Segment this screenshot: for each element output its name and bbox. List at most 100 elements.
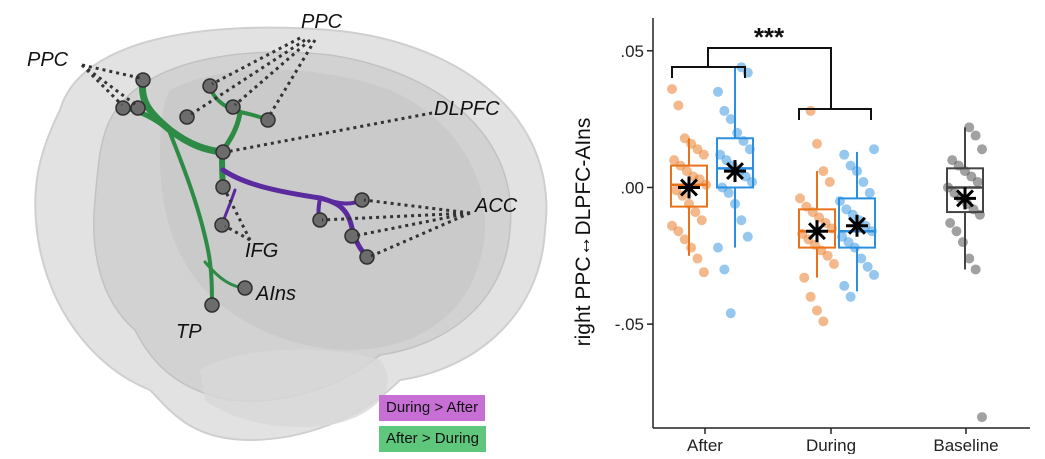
mean-marker bbox=[846, 214, 868, 237]
axes: .05 .00 -.05 After During Baseline bbox=[615, 18, 1030, 455]
data-point bbox=[822, 250, 833, 261]
node-ains bbox=[237, 280, 253, 296]
data-point bbox=[742, 231, 753, 242]
data-point bbox=[719, 264, 730, 275]
data-point bbox=[964, 253, 975, 264]
data-point bbox=[667, 84, 677, 95]
data-point bbox=[725, 308, 736, 319]
data-point bbox=[864, 187, 875, 198]
data-point bbox=[795, 193, 805, 204]
data-point bbox=[824, 177, 835, 187]
data-point bbox=[799, 272, 810, 283]
data-point bbox=[862, 261, 873, 272]
x-tick-label: During bbox=[806, 436, 856, 454]
box bbox=[716, 137, 754, 189]
data-point bbox=[812, 138, 822, 149]
data-point bbox=[698, 267, 709, 278]
significance-stars: *** bbox=[754, 22, 785, 52]
data-point bbox=[945, 218, 956, 228]
node-acc-2 bbox=[312, 212, 328, 228]
data-point bbox=[818, 316, 829, 327]
node-dlpfc bbox=[215, 144, 231, 160]
data-point bbox=[977, 144, 987, 155]
y-tick-label: .05 bbox=[620, 42, 644, 61]
data-point bbox=[858, 177, 869, 187]
significance-bracket: *** bbox=[671, 22, 872, 120]
node-acc-3 bbox=[344, 228, 360, 244]
data-point bbox=[869, 269, 879, 280]
label-tp: TP bbox=[176, 321, 202, 343]
data-point bbox=[713, 242, 723, 253]
brain-shell bbox=[34, 26, 548, 442]
y-tick-label: -.05 bbox=[615, 315, 644, 334]
data-point bbox=[951, 226, 962, 237]
data-point bbox=[957, 237, 968, 248]
data-point bbox=[698, 149, 709, 160]
data-point bbox=[839, 280, 850, 291]
brain-illustration: PPC PPC DLPFC ACC IFG AIns TP bbox=[27, 11, 548, 442]
label-dlpfc: DLPFC bbox=[434, 98, 500, 120]
box bbox=[838, 197, 876, 249]
label-ppc-left: PPC bbox=[27, 49, 69, 71]
x-tick-label: Baseline bbox=[933, 436, 998, 454]
data-point bbox=[970, 130, 981, 141]
y-tick-label: .00 bbox=[620, 178, 644, 197]
data-point bbox=[725, 114, 736, 125]
x-tick-label: After bbox=[687, 436, 723, 454]
data-point bbox=[845, 291, 856, 302]
node-ifg-1 bbox=[215, 179, 231, 195]
data-point bbox=[977, 412, 987, 423]
data-point bbox=[690, 207, 701, 218]
mean-marker bbox=[954, 187, 976, 210]
brain-figure: PPC PPC DLPFC ACC IFG AIns TP During > A… bbox=[27, 11, 548, 452]
node-ppc-top-4 bbox=[260, 112, 276, 128]
data-point bbox=[736, 215, 747, 226]
data-point bbox=[686, 242, 697, 253]
data-point bbox=[829, 259, 839, 269]
data-point bbox=[869, 144, 879, 155]
y-axis-label: right PPC↔DLPFC-AIns bbox=[572, 118, 595, 347]
legend-during-gt-after: During > After bbox=[379, 395, 486, 421]
boxplot-chart: right PPC↔DLPFC-AIns .05 .00 -.05 After Duri… bbox=[572, 18, 1030, 455]
mean-marker bbox=[678, 176, 700, 199]
box bbox=[798, 208, 836, 249]
node-ppc-top-2 bbox=[179, 109, 195, 125]
comparison-bracket bbox=[707, 47, 832, 109]
node-acc-4 bbox=[359, 249, 375, 265]
legend-after-gt-during: After > During bbox=[379, 426, 486, 452]
node-ppc-left-1 bbox=[135, 72, 151, 88]
mean-marker bbox=[806, 220, 828, 243]
node-ppc-top-1 bbox=[202, 78, 218, 94]
data-point bbox=[972, 177, 983, 187]
data-point bbox=[696, 215, 707, 226]
boxes bbox=[670, 67, 984, 292]
data-point bbox=[964, 122, 975, 133]
data-point bbox=[805, 105, 816, 116]
node-ppc-top-3 bbox=[225, 99, 241, 115]
mean-marker bbox=[724, 160, 746, 183]
data-point bbox=[812, 305, 822, 316]
data-point bbox=[692, 253, 703, 264]
data-point bbox=[856, 253, 867, 264]
label-ppc-top: PPC bbox=[301, 11, 343, 33]
node-ifg-2 bbox=[214, 217, 230, 233]
node-acc-1 bbox=[354, 192, 370, 208]
box bbox=[946, 167, 984, 214]
data-point bbox=[805, 291, 816, 302]
data-point bbox=[719, 105, 730, 116]
data-point bbox=[732, 127, 743, 138]
label-acc: ACC bbox=[474, 195, 518, 217]
leader-lines bbox=[80, 36, 471, 259]
data-point bbox=[970, 264, 981, 275]
node-tp bbox=[204, 297, 220, 313]
data-points bbox=[667, 62, 987, 423]
data-point bbox=[673, 226, 684, 237]
boxplot-panel: right PPC↔DLPFC-AIns .05 .00 -.05 After Duri… bbox=[560, 0, 1045, 455]
data-point bbox=[713, 86, 723, 97]
data-point bbox=[673, 100, 684, 111]
during-bracket bbox=[798, 108, 872, 120]
node-ppc-left-2 bbox=[115, 100, 131, 116]
label-ifg: IFG bbox=[245, 240, 278, 262]
data-point bbox=[818, 166, 829, 177]
box bbox=[670, 164, 708, 208]
